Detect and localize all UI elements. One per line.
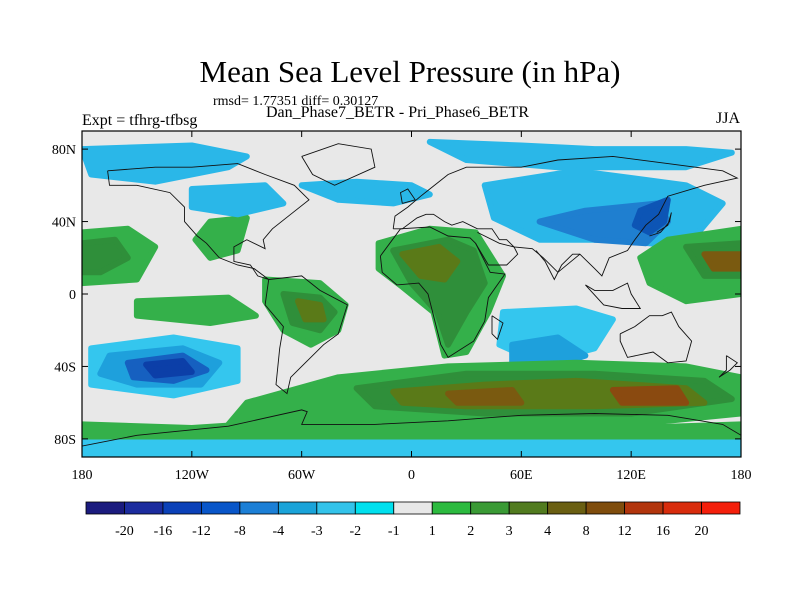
colorbar-label: -3 — [311, 524, 323, 539]
colorbar-swatch — [201, 501, 241, 515]
colorbar-swatch — [354, 501, 395, 515]
lat-tick-label: 0 — [69, 288, 76, 303]
region-asia-low-deep — [631, 196, 671, 236]
region-north-pacific-high-core — [82, 236, 131, 276]
coastline-borneo-indonesia — [585, 282, 642, 309]
region-arctic-band — [426, 138, 735, 171]
chart-title: Mean Sea Level Pressure (in hPa) — [199, 54, 621, 89]
colorbar-label: -4 — [273, 524, 285, 539]
coastline-south-america — [264, 275, 348, 395]
lon-tick-label: 180 — [731, 468, 752, 483]
lat-tick-label: 40N — [52, 216, 76, 231]
season-label: JJA — [715, 110, 740, 127]
lon-tick-label: 60W — [288, 468, 316, 483]
coastline-layer — [82, 143, 741, 447]
lat-tick-label: 80S — [54, 433, 76, 448]
lon-tick-label: 0 — [408, 468, 415, 483]
contour-fill-layer — [82, 138, 741, 457]
colorbar-swatch — [585, 501, 625, 515]
latitude-axis: 80N 40N 0 40S 80S — [52, 143, 741, 448]
coastline-new-zealand — [718, 355, 739, 378]
comparison-label: Dan_Phase7_BETR - Pri_Phase6_BETR — [266, 104, 530, 121]
coastline-india — [535, 250, 580, 281]
colorbar-swatch — [239, 501, 279, 515]
colorbar-label: -2 — [349, 524, 361, 539]
colorbar-label: 3 — [506, 524, 513, 539]
colorbar-swatch — [508, 501, 549, 515]
region-north-pacific-low — [82, 142, 250, 185]
colorbar-swatch — [277, 501, 318, 515]
coastline-eurasia — [392, 155, 739, 277]
colorbar-label: 4 — [544, 524, 551, 539]
colorbar-swatch — [162, 501, 202, 515]
lon-tick-label: 120E — [616, 468, 646, 483]
lon-tick-label: 180 — [72, 468, 93, 483]
colorbar-swatch — [431, 501, 472, 515]
colorbar-swatch — [470, 501, 510, 515]
region-south-pacific-low-darkest — [143, 358, 195, 379]
region-africa-high-deep — [399, 243, 461, 283]
colorbar-label: 2 — [467, 524, 474, 539]
coastline-uk — [400, 188, 416, 204]
lat-tick-label: 40S — [54, 360, 76, 375]
colorbar-swatch — [662, 501, 702, 515]
colorbar-swatch — [85, 501, 125, 515]
coastline-australia — [619, 311, 693, 364]
region-north-america-cyan — [188, 182, 287, 218]
colorbar-swatch — [701, 501, 741, 515]
coastline-africa — [379, 226, 506, 359]
region-antarctic-edge-cyan — [82, 439, 741, 457]
colorbar-label: 20 — [695, 524, 709, 539]
lat-tick-label: 80N — [52, 143, 76, 158]
coastline-greenland — [301, 143, 376, 186]
region-west-pacific-high-deep — [701, 251, 741, 272]
colorbar-label: -1 — [388, 524, 400, 539]
lon-tick-label: 120W — [175, 468, 210, 483]
coastline-antarctica — [82, 409, 741, 447]
colorbar-label: 12 — [618, 524, 632, 539]
region-southern-ocean-high-max2 — [609, 385, 690, 406]
colorbar: -20 -16 -12 -8 -4 -3 -2 -1 1 2 3 4 8 12 16 20 — [85, 501, 741, 539]
region-south-america-high-deep — [295, 298, 327, 323]
coastline-japan — [649, 212, 672, 237]
colorbar-swatch — [316, 501, 356, 515]
coastline-arabia — [475, 231, 519, 266]
colorbar-label: 8 — [583, 524, 590, 539]
coastline-madagascar — [491, 315, 504, 341]
region-north-atlantic — [298, 178, 433, 207]
colorbar-swatch — [393, 501, 433, 515]
colorbar-label: -20 — [115, 524, 134, 539]
coastline-north-america — [107, 163, 310, 280]
colorbar-swatch — [547, 501, 587, 515]
lon-tick-label: 60E — [510, 468, 533, 483]
region-southern-ocean-high-max — [445, 387, 525, 406]
experiment-label: Expt = tfhrg-tfbsg — [82, 112, 198, 129]
colorbar-label: -16 — [154, 524, 173, 539]
colorbar-label: 16 — [656, 524, 670, 539]
colorbar-label: 1 — [429, 524, 436, 539]
longitude-axis: 180 120W 60W 0 60E 120E 180 — [72, 131, 752, 483]
region-east-pacific-high — [133, 294, 259, 326]
stats-text: rmsd= 1.77351 diff= 0.30127 — [213, 94, 379, 109]
region-asia-low-core — [536, 200, 671, 247]
colorbar-label: -12 — [192, 524, 211, 539]
region-antarctic-edge-high — [82, 417, 741, 442]
colorbar-swatch — [124, 501, 164, 515]
colorbar-label: -8 — [234, 524, 246, 539]
colorbar-swatch — [624, 501, 664, 515]
